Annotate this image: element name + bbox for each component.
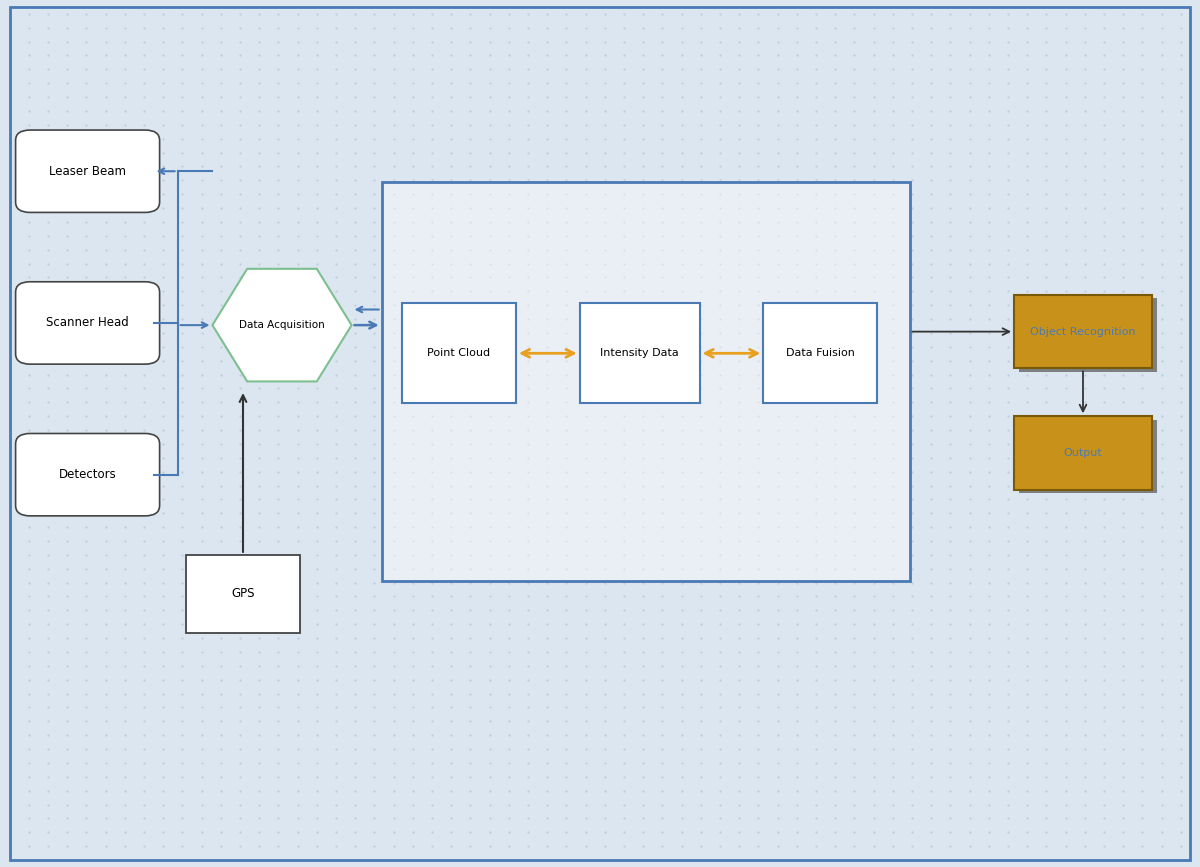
Bar [1014, 416, 1152, 490]
Bar [382, 182, 910, 581]
Text: Data Fuision: Data Fuision [786, 349, 854, 358]
Bar [186, 555, 300, 633]
Text: GPS: GPS [232, 588, 254, 600]
Bar [580, 303, 700, 403]
Bar [402, 303, 516, 403]
Text: Detectors: Detectors [59, 468, 116, 481]
Polygon shape [212, 269, 352, 381]
FancyBboxPatch shape [16, 434, 160, 516]
Text: Point Cloud: Point Cloud [427, 349, 491, 358]
Bar [1014, 295, 1152, 368]
Text: Leaser Beam: Leaser Beam [49, 165, 126, 178]
Bar [1019, 298, 1157, 372]
Text: Data Acquisition: Data Acquisition [239, 320, 325, 330]
Bar [1019, 420, 1157, 493]
Text: Scanner Head: Scanner Head [47, 316, 128, 329]
Text: Object Recognition: Object Recognition [1031, 327, 1135, 336]
Text: Output: Output [1063, 448, 1103, 458]
FancyBboxPatch shape [16, 130, 160, 212]
Bar [382, 182, 910, 581]
FancyBboxPatch shape [16, 282, 160, 364]
Bar [763, 303, 877, 403]
Text: Intensity Data: Intensity Data [600, 349, 679, 358]
